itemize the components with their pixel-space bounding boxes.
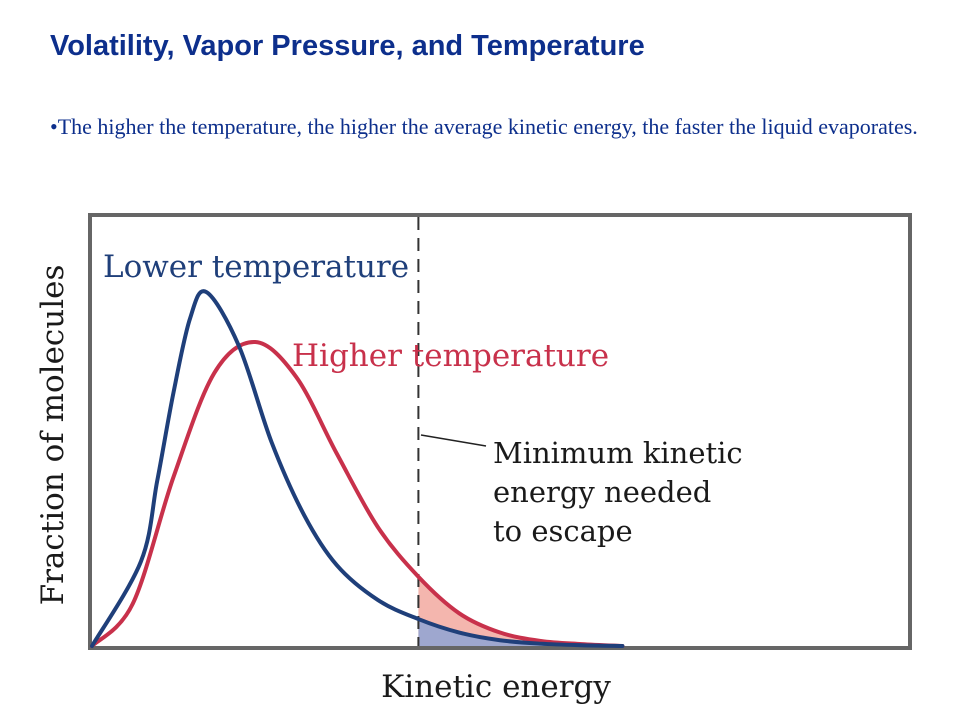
plot-frame xyxy=(88,213,912,650)
slide-bullet: •The higher the temperature, the higher … xyxy=(50,114,918,139)
slide-title: Volatility, Vapor Pressure, and Temperat… xyxy=(50,30,645,62)
annotation-line-1: Minimum kinetic xyxy=(493,436,743,470)
tail-area-higher-temperature xyxy=(418,576,623,646)
series-line-lower-temperature xyxy=(90,289,625,648)
legend-lower-temperature: Lower temperature xyxy=(103,249,409,285)
annotation-line-3: to escape xyxy=(493,514,633,548)
annotation-line-2: energy needed xyxy=(493,475,711,509)
x-axis-label: Kinetic energy xyxy=(381,669,611,705)
y-axis-label: Fraction of molecules xyxy=(35,265,71,606)
tail-area-lower-temperature xyxy=(418,619,623,646)
annotation-leader-line xyxy=(420,434,487,447)
series-line-higher-temperature xyxy=(90,340,625,648)
legend-higher-temperature: Higher temperature xyxy=(292,338,609,374)
